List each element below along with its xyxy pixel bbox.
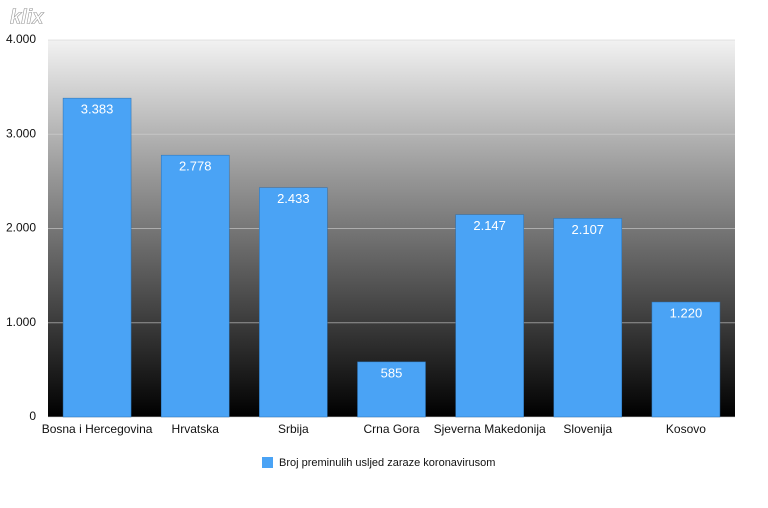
legend-swatch — [262, 457, 273, 468]
y-tick-label: 4.000 — [6, 32, 36, 46]
y-tick-label: 1.000 — [6, 315, 36, 329]
value-label: 2.147 — [473, 218, 506, 233]
x-tick-label: Sjeverna Makedonija — [434, 422, 546, 436]
bar — [455, 214, 524, 418]
bar — [553, 218, 623, 418]
y-tick-label: 3.000 — [6, 126, 36, 140]
value-label: 585 — [381, 365, 403, 380]
value-label: 1.220 — [670, 305, 703, 320]
legend-label: Broj preminulih usljed zaraze koronaviru… — [279, 457, 495, 469]
bar — [160, 154, 230, 418]
value-label: 2.433 — [277, 191, 310, 206]
watermark: klix — [10, 6, 44, 28]
bar — [259, 187, 328, 418]
value-label: 2.778 — [179, 159, 212, 174]
x-tick-label: Crna Gora — [363, 422, 419, 436]
value-label: 3.383 — [81, 102, 114, 117]
bar — [357, 361, 426, 418]
value-label: 2.107 — [572, 222, 605, 237]
x-tick-label: Bosna i Hercegovina — [42, 422, 153, 436]
x-tick-label: Slovenija — [563, 422, 612, 436]
y-tick-label: 0 — [29, 409, 36, 423]
x-tick-label: Hrvatska — [172, 422, 220, 436]
x-tick-label: Kosovo — [666, 422, 706, 436]
bar — [651, 301, 721, 418]
x-tick-label: Srbija — [278, 422, 309, 436]
y-tick-label: 2.000 — [6, 221, 36, 235]
bar — [62, 97, 132, 418]
